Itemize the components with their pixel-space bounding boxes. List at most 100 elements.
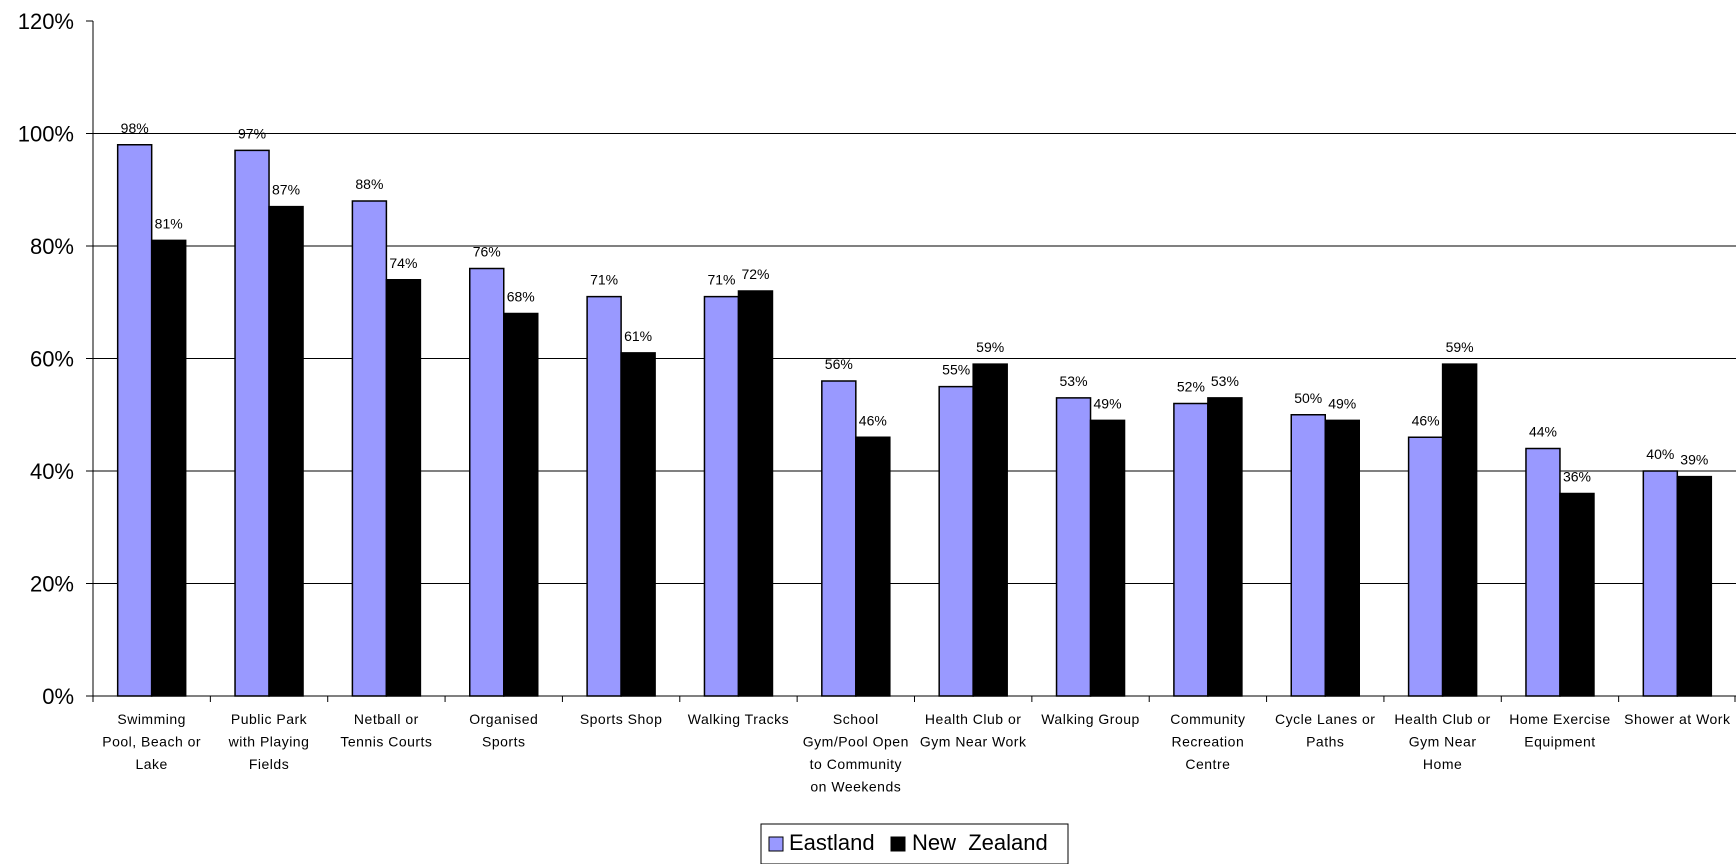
axes: 0% 20% 40% 60% 80% 100% 120% Swimming Pool, Beac… (18, 9, 1736, 795)
data-label: 97% (238, 125, 266, 141)
y-tick-label: 0% (42, 684, 74, 709)
data-label: 52% (1177, 379, 1205, 395)
data-label: 46% (859, 412, 887, 428)
y-tick-label: 40% (30, 459, 74, 484)
category-label: Health Club or (925, 711, 1022, 727)
legend-label-new-zealand: New Zealand (912, 830, 1048, 855)
data-label: 44% (1529, 424, 1557, 440)
data-label: 55% (942, 362, 970, 378)
data-label: 87% (272, 182, 300, 198)
category-label: Cycle Lanes or (1275, 711, 1375, 727)
category-label: Netball or (354, 711, 419, 727)
bar-new-zealand (1441, 363, 1478, 697)
category-label: Walking Group (1041, 711, 1140, 727)
data-label: 71% (707, 272, 735, 288)
bar-new-zealand (1324, 419, 1360, 697)
category-label: with Playing (228, 734, 310, 750)
data-label: 61% (624, 328, 652, 344)
bar-eastland (1525, 447, 1561, 697)
bar-new-zealand (268, 205, 304, 697)
category-label: Lake (135, 756, 167, 772)
legend-swatch-new-zealand (890, 836, 906, 852)
bar-new-zealand (620, 352, 656, 697)
category-label: Equipment (1524, 734, 1595, 750)
category-label: Shower at Work (1624, 711, 1731, 727)
data-label: 59% (976, 339, 1004, 355)
bar-new-zealand (1207, 397, 1243, 697)
bar-eastland (586, 295, 622, 697)
data-label: 49% (1328, 395, 1356, 411)
category-label: Walking Tracks (688, 711, 789, 727)
bar-new-zealand (737, 290, 774, 697)
bar-eastland (469, 267, 505, 697)
category-label: Organised (469, 711, 538, 727)
data-label: 39% (1680, 452, 1708, 468)
data-label: 88% (355, 176, 383, 192)
legend-swatch-eastland (768, 836, 784, 852)
bar-new-zealand (1089, 419, 1126, 697)
legend-box (760, 823, 1069, 864)
data-label: 76% (473, 244, 501, 260)
category-label: Gym/Pool Open (803, 734, 909, 750)
bar-new-zealand (972, 363, 1008, 697)
legend-label-eastland: Eastland (789, 830, 875, 855)
data-label: 81% (155, 215, 183, 231)
data-label: 49% (1094, 395, 1122, 411)
bar-new-zealand (385, 279, 422, 697)
bar-eastland (234, 149, 270, 697)
category-label: Paths (1306, 734, 1344, 750)
data-label: 68% (507, 289, 535, 305)
data-label: 40% (1646, 446, 1674, 462)
data-label: 53% (1211, 373, 1239, 389)
data-label: 53% (1060, 373, 1088, 389)
category-label: on Weekends (810, 779, 901, 795)
bar-new-zealand (1676, 475, 1713, 697)
bar-new-zealand (150, 239, 187, 697)
category-label: Fields (249, 756, 289, 772)
bar-eastland (821, 380, 857, 697)
bar-eastland (1642, 470, 1679, 697)
category-label: Gym Near Work (920, 734, 1027, 750)
category-label: Public Park (231, 711, 308, 727)
data-label: 74% (389, 255, 417, 271)
data-label: 71% (590, 272, 618, 288)
category-label: Home (1423, 756, 1462, 772)
category-label: Gym Near (1409, 734, 1477, 750)
data-label: 56% (825, 356, 853, 372)
y-tick-label: 60% (30, 347, 74, 372)
category-label: Community (1170, 711, 1245, 727)
data-label: 72% (741, 266, 769, 282)
bar-eastland (351, 200, 388, 697)
data-label: 50% (1294, 390, 1322, 406)
bar-eastland (1173, 402, 1209, 697)
category-label: Sports (482, 734, 525, 750)
data-label: 36% (1563, 469, 1591, 485)
category-label: Swimming (117, 711, 186, 727)
bar-new-zealand (1559, 492, 1595, 697)
category-label: Centre (1185, 756, 1230, 772)
bar-eastland (116, 144, 153, 697)
y-tick-label: 20% (30, 572, 74, 597)
y-tick-label: 80% (30, 234, 74, 259)
category-label: to Community (810, 756, 902, 772)
category-label: Tennis Courts (340, 734, 432, 750)
data-label: 98% (121, 120, 149, 136)
data-label: 59% (1446, 339, 1474, 355)
y-tick-label: 120% (18, 9, 74, 34)
bar-eastland (703, 295, 740, 697)
data-labels: 98% 81% 97% 87% 88% 74% 76% 68% 71% 61% 71% 72% 56% 4… (121, 120, 1709, 485)
category-label: School (833, 711, 879, 727)
category-label: Pool, Beach or (102, 734, 201, 750)
bar-eastland (938, 385, 974, 697)
legend: Eastland New Zealand (760, 823, 1069, 864)
data-label: 46% (1412, 412, 1440, 428)
y-tick-label: 100% (18, 122, 74, 147)
category-label: Recreation (1172, 734, 1245, 750)
category-label: Home Exercise (1509, 711, 1610, 727)
category-label: Health Club or (1394, 711, 1491, 727)
gridlines (93, 133, 1736, 584)
bars (116, 144, 1713, 697)
bar-new-zealand (503, 312, 539, 697)
bar-eastland (1055, 397, 1092, 697)
